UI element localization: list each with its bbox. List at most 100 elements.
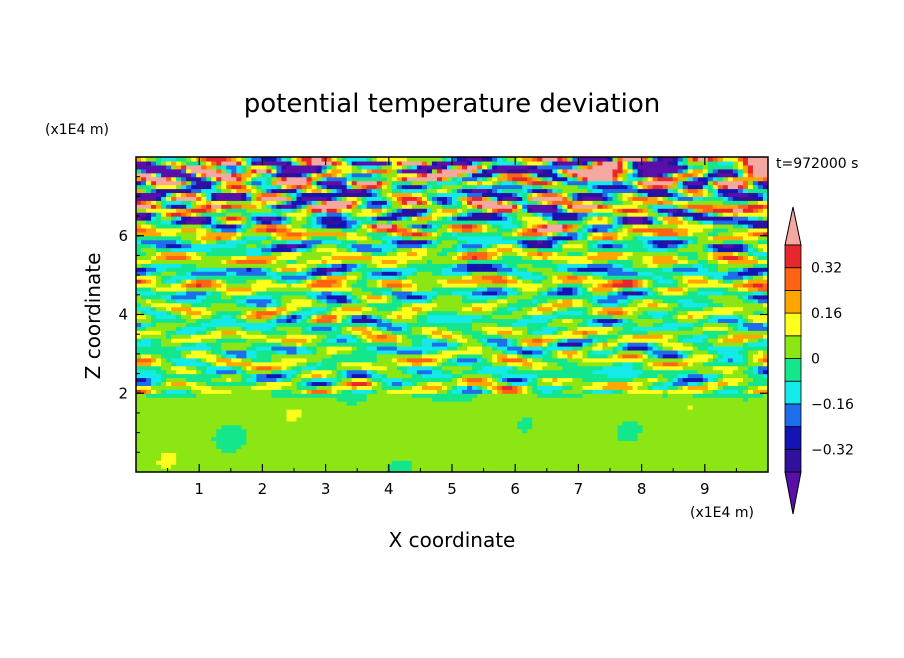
contour-cell (627, 227, 634, 233)
contour-cell (266, 381, 293, 386)
contour-cell (296, 306, 303, 312)
contour-cell (532, 353, 543, 359)
contour-cell (226, 184, 232, 190)
contour-cell (411, 468, 768, 472)
contour-cell (356, 279, 368, 284)
contour-cell (396, 160, 403, 166)
contour-cell (236, 168, 242, 174)
contour-cell (251, 310, 257, 316)
contour-cell (582, 346, 594, 351)
contour-cell (757, 180, 764, 186)
contour-cell (171, 357, 197, 363)
contour-cell (191, 208, 207, 213)
contour-cell (346, 369, 368, 375)
contour-cell (166, 310, 172, 316)
contour-cell (652, 239, 664, 245)
contour-cell (246, 168, 252, 174)
contour-cell (436, 279, 448, 284)
contour-cell (687, 381, 699, 386)
contour-cell (742, 180, 749, 186)
contour-cell (251, 365, 257, 371)
contour-cell (381, 259, 398, 264)
contour-cell (692, 314, 704, 320)
contour-cell (296, 271, 308, 276)
contour-cell (231, 168, 237, 174)
contour-cell (386, 168, 393, 174)
contour-cell (657, 263, 674, 268)
contour-cell (652, 346, 659, 351)
contour-cell (136, 168, 142, 174)
contour-cell (612, 314, 639, 320)
contour-cell (241, 196, 247, 201)
contour-cell (507, 377, 523, 383)
contour-cell (592, 200, 604, 205)
contour-cell (396, 306, 403, 312)
contour-cell (547, 223, 563, 229)
contour-cell (151, 286, 157, 292)
contour-cell (276, 255, 298, 260)
contour-cell (356, 338, 363, 343)
contour-cell (722, 275, 744, 280)
contour-cell (386, 160, 393, 166)
contour-cell (216, 444, 242, 449)
contour-cell (396, 216, 403, 221)
contour-cell (276, 227, 288, 233)
contour-cell (607, 381, 629, 386)
contour-cell (426, 212, 433, 217)
contour-cell (446, 188, 453, 194)
contour-cell (602, 235, 614, 241)
contour-cell (697, 157, 709, 162)
contour-cell (527, 204, 553, 209)
contour-cell (366, 204, 383, 209)
contour-cell (652, 349, 679, 355)
contour-cell (391, 290, 413, 296)
contour-cell (396, 361, 413, 367)
contour-cell (266, 302, 278, 308)
contour-cell (146, 393, 197, 398)
contour-cell (652, 216, 659, 221)
contour-cell (331, 310, 363, 316)
contour-cell (421, 342, 433, 347)
contour-cell (617, 196, 624, 201)
contour-cell (406, 322, 473, 327)
contour-cell (206, 357, 217, 363)
contour-cell (216, 338, 247, 343)
contour-cell (366, 235, 373, 241)
contour-cell (562, 192, 568, 197)
contour-cell (281, 200, 288, 205)
contour-cell (186, 381, 197, 386)
contour-cell (276, 314, 283, 320)
contour-cell (512, 330, 523, 335)
contour-cell (186, 251, 197, 257)
contour-cell (567, 196, 573, 201)
contour-cell (431, 334, 443, 339)
contour-cell (642, 279, 649, 284)
contour-cell (136, 188, 142, 194)
contour-cell (592, 223, 614, 229)
contour-cell (246, 310, 252, 316)
contour-cell (727, 267, 739, 272)
contour-cell (246, 160, 252, 166)
contour-cell (341, 263, 348, 268)
contour-cell (657, 279, 674, 284)
contour-cell (431, 365, 443, 371)
contour-cell (522, 184, 533, 190)
contour-cell (206, 200, 212, 205)
contour-cell (186, 208, 192, 213)
contour-cell (336, 369, 343, 375)
contour-cell (687, 208, 694, 213)
contour-cell (151, 223, 157, 229)
contour-cell (577, 231, 584, 237)
contour-cell (577, 235, 584, 241)
contour-cell (241, 220, 247, 225)
x-axis-label: X coordinate (389, 528, 516, 552)
contour-cell (542, 377, 553, 383)
contour-cell (351, 381, 368, 386)
contour-cell (266, 267, 273, 272)
contour-cell (752, 223, 759, 229)
contour-cell (191, 334, 222, 339)
contour-cell (206, 251, 247, 257)
contour-cell (391, 204, 403, 209)
contour-cell (452, 243, 458, 249)
contour-cell (366, 294, 383, 300)
